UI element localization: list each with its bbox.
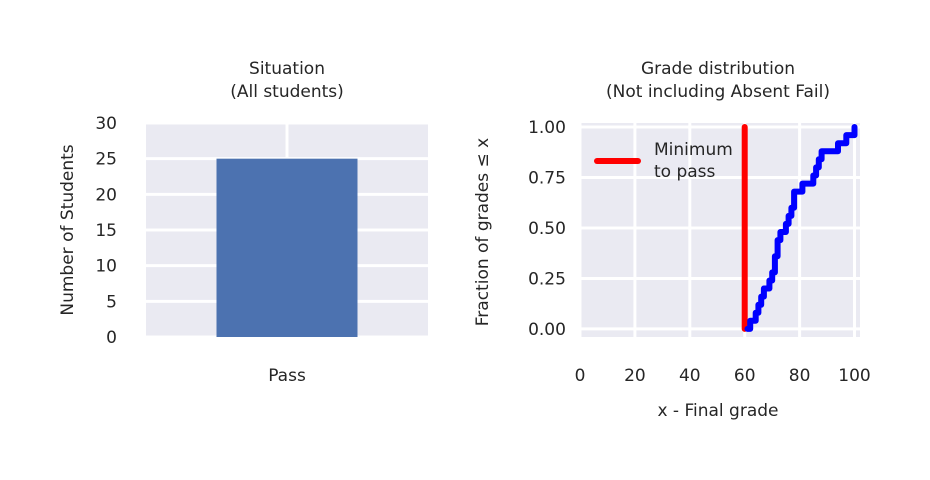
right-chart-title: Grade distribution (641, 59, 795, 79)
grade-cdf-line (744, 124, 858, 332)
left-chart-subtitle: (All students) (230, 82, 344, 102)
right-x-tick-label: 100 (838, 366, 870, 386)
right-y-tick-label: 0.25 (528, 269, 566, 289)
left-x-ticks: Pass (268, 366, 306, 386)
bar-pass (216, 158, 358, 337)
left-chart-title: Situation (249, 59, 325, 79)
left-y-axis-label: Number of Students (58, 144, 78, 315)
right-y-ticks: 0.00 0.25 0.50 0.75 1.00 (528, 118, 566, 340)
left-y-tick-label: 20 (95, 185, 117, 205)
right-y-axis-label: Fraction of grades ≤ x (473, 138, 493, 326)
right-x-tick-label: 0 (575, 366, 586, 386)
right-chart-subtitle: (Not including Absent Fail) (606, 82, 830, 102)
right-y-tick-label: 0.75 (528, 169, 566, 189)
right-x-axis-label: x - Final grade (657, 401, 778, 421)
right-x-tick-label: 40 (679, 366, 701, 386)
right-series (741, 124, 858, 332)
right-chart: 0.00 0.25 0.50 0.75 1.00 0 20 40 60 80 100 Minimu… (473, 59, 871, 421)
legend-label: to pass (654, 162, 716, 182)
right-x-tick-label: 80 (789, 366, 811, 386)
left-x-tick-label: Pass (268, 366, 306, 386)
left-y-tick-label: 30 (95, 114, 117, 134)
right-x-tick-label: 20 (624, 366, 646, 386)
left-bars (216, 158, 358, 337)
legend-label: Minimum (654, 140, 733, 160)
right-x-ticks: 0 20 40 60 80 100 (575, 366, 871, 386)
right-y-tick-label: 0.00 (528, 320, 566, 340)
left-chart: 0 5 10 15 20 25 30 Pass Situation (All student… (58, 59, 428, 386)
right-x-tick-label: 60 (734, 366, 756, 386)
right-y-tick-label: 1.00 (528, 118, 566, 138)
right-y-tick-label: 0.50 (528, 219, 566, 239)
left-y-tick-label: 10 (95, 257, 117, 277)
left-y-tick-label: 15 (95, 221, 117, 241)
left-y-ticks: 0 5 10 15 20 25 30 (95, 114, 117, 348)
left-y-tick-label: 5 (106, 292, 117, 312)
left-y-tick-label: 25 (95, 150, 117, 170)
left-y-tick-label: 0 (106, 328, 117, 348)
